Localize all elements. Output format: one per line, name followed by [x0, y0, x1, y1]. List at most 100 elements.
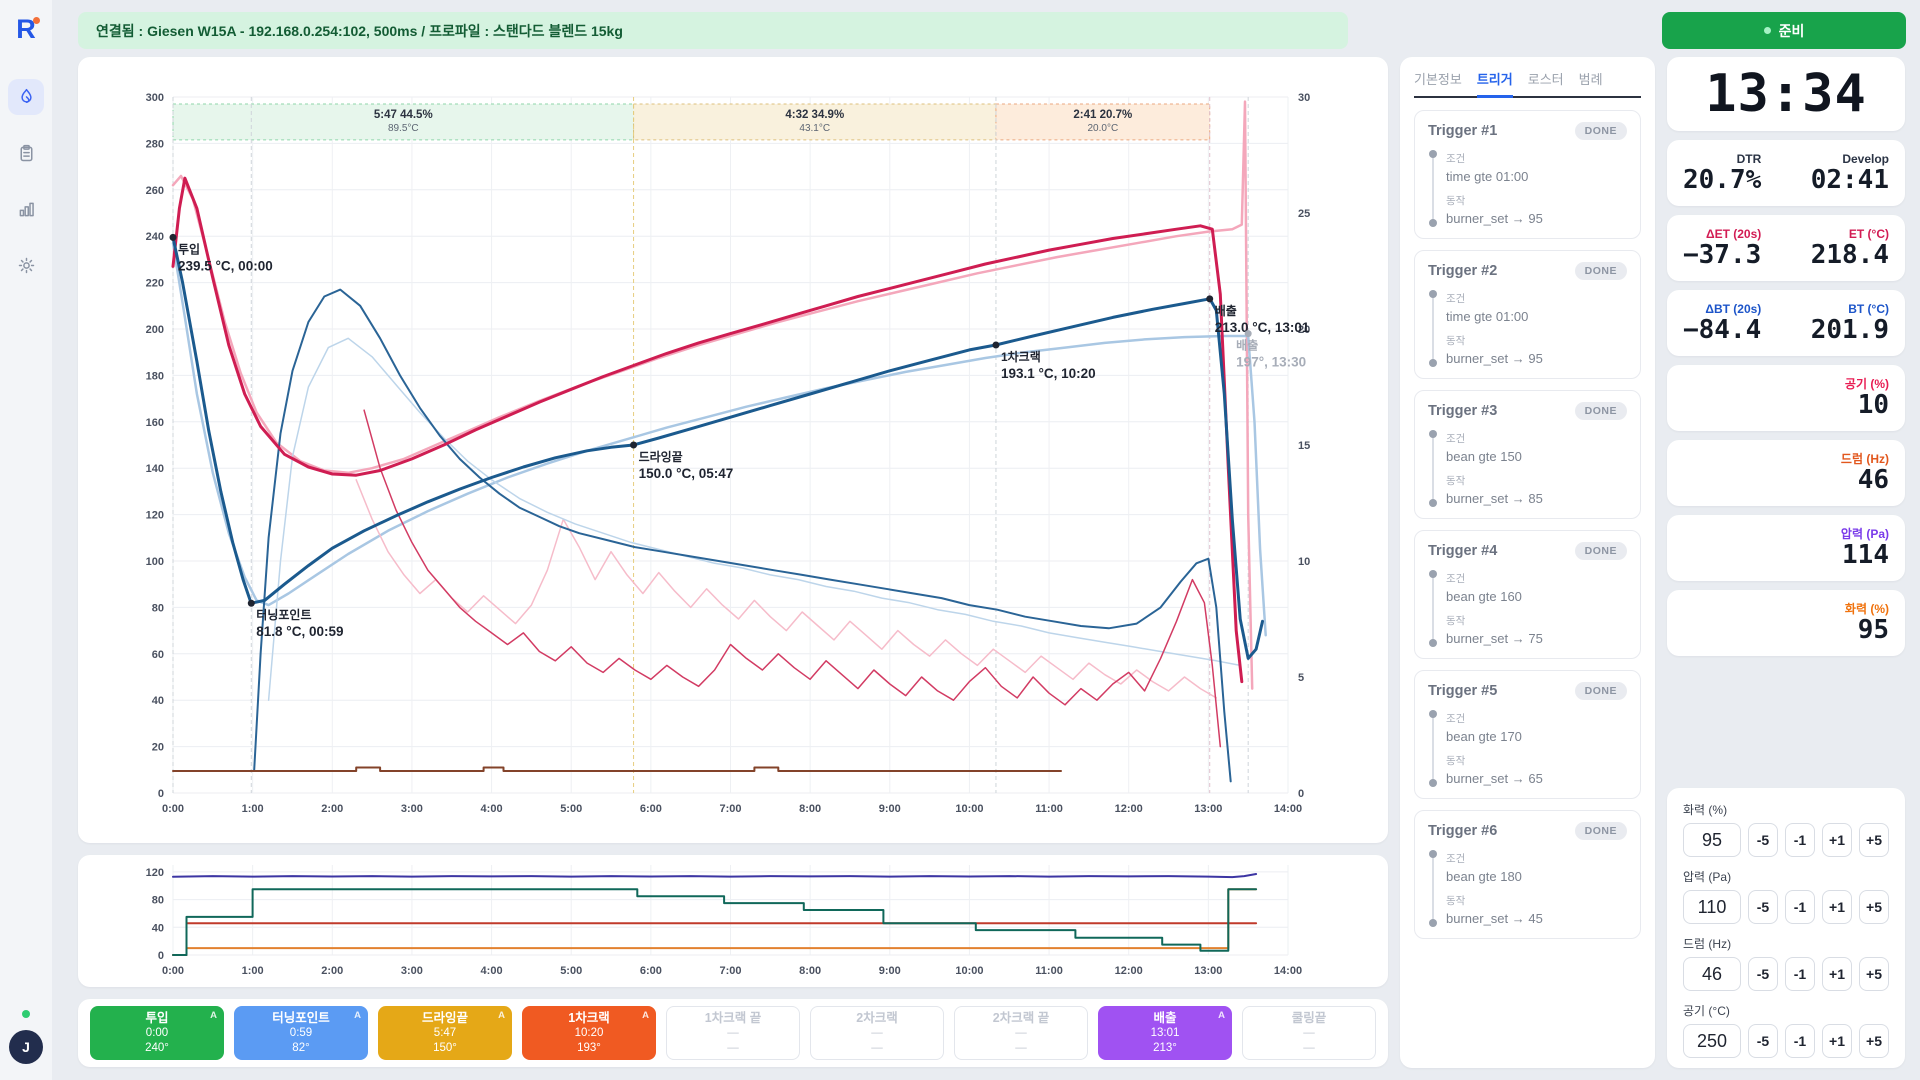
drum-value-input[interactable]	[1683, 957, 1741, 991]
metric-label: 압력 (Pa)	[1840, 526, 1889, 541]
tab-basic-info[interactable]: 기본정보	[1414, 69, 1462, 88]
svg-text:80: 80	[152, 895, 164, 907]
sidebar-item-stats[interactable]	[8, 191, 44, 227]
metric-value: 20.7%	[1683, 164, 1762, 195]
svg-text:200: 200	[146, 324, 164, 336]
condition-value: bean gte 160	[1446, 589, 1522, 604]
svg-text:193.1 °C, 10:20: 193.1 °C, 10:20	[1001, 366, 1096, 381]
pressure-value-input[interactable]	[1683, 890, 1741, 924]
phase-label: 1차크랙	[568, 1010, 610, 1025]
svg-text:9:00: 9:00	[879, 965, 901, 977]
tab-roaster[interactable]: 로스터	[1528, 69, 1564, 88]
condition-value: bean gte 150	[1446, 449, 1522, 464]
burner-value-input[interactable]	[1683, 823, 1741, 857]
phase-button-cooling-end[interactable]: 쿨링끝 — —	[1242, 1006, 1376, 1060]
tab-legend[interactable]: 범례	[1579, 69, 1603, 88]
trigger-card[interactable]: Trigger #6 DONE 조건 bean gte 180 동작 burner_s…	[1414, 810, 1641, 939]
phase-button-first-crack[interactable]: A 1차크랙 10:20 193°	[522, 1006, 656, 1060]
svg-text:140: 140	[146, 463, 164, 475]
phase-time: —	[1015, 1027, 1027, 1040]
clipboard-icon	[20, 144, 32, 161]
phase-button-second-crack-end[interactable]: 2차크랙 끝 — —	[954, 1006, 1088, 1060]
trigger-card[interactable]: Trigger #3 DONE 조건 bean gte 150 동작 burner_s…	[1414, 390, 1641, 519]
trigger-rail	[1429, 850, 1437, 927]
gear-icon	[18, 257, 34, 273]
sidebar-item-logs[interactable]	[8, 135, 44, 171]
trigger-card[interactable]: Trigger #2 DONE 조건 time gte 01:00 동작 burner…	[1414, 250, 1641, 379]
svg-text:1차크랙: 1차크랙	[1001, 349, 1041, 364]
air-minus-1-button[interactable]: -1	[1785, 1024, 1815, 1058]
phase-temp: 150°	[433, 1041, 457, 1054]
trigger-card[interactable]: Trigger #1 DONE 조건 time gte 01:00 동작 burner…	[1414, 110, 1641, 239]
metric-label: ΔBT (20s)	[1705, 301, 1762, 316]
sidebar-item-settings[interactable]	[8, 247, 44, 283]
air-plus-5-button[interactable]: +5	[1859, 1024, 1889, 1058]
burner-plus-1-button[interactable]: +1	[1822, 823, 1852, 857]
pressure-minus-5-button[interactable]: -5	[1748, 890, 1778, 924]
svg-text:8:00: 8:00	[799, 803, 821, 815]
app-logo: R	[16, 14, 40, 45]
phase-button-dry-end[interactable]: A 드라잉끝 5:47 150°	[378, 1006, 512, 1060]
drum-plus-1-button[interactable]: +1	[1822, 957, 1852, 991]
pressure-plus-5-button[interactable]: +5	[1859, 890, 1889, 924]
burner-minus-1-button[interactable]: -1	[1785, 823, 1815, 857]
phase-button-second-crack[interactable]: 2차크랙 — —	[810, 1006, 944, 1060]
svg-text:11:00: 11:00	[1035, 803, 1063, 815]
phase-temp: —	[1015, 1041, 1027, 1054]
trigger-title: Trigger #3	[1428, 403, 1498, 419]
air-value-input[interactable]	[1683, 1024, 1741, 1058]
ready-dot-icon	[1763, 27, 1771, 34]
drum-minus-5-button[interactable]: -5	[1748, 957, 1778, 991]
svg-text:180: 180	[146, 370, 164, 382]
svg-text:197°, 13:30: 197°, 13:30	[1236, 355, 1306, 370]
sidebar-item-roast[interactable]	[8, 79, 44, 115]
phase-label: 드라잉끝	[421, 1010, 468, 1025]
svg-text:10:00: 10:00	[955, 803, 983, 815]
svg-text:6:00: 6:00	[640, 803, 662, 815]
drum-plus-5-button[interactable]: +5	[1859, 957, 1889, 991]
trigger-card[interactable]: Trigger #5 DONE 조건 bean gte 170 동작 burner_s…	[1414, 670, 1641, 799]
air-minus-5-button[interactable]: -5	[1748, 1024, 1778, 1058]
phase-time: —	[727, 1027, 739, 1040]
phase-button-charge[interactable]: A 투입 0:00 240°	[90, 1006, 224, 1060]
avatar[interactable]: J	[9, 1030, 43, 1064]
svg-text:14:00: 14:00	[1274, 803, 1302, 815]
trigger-rail	[1429, 150, 1437, 227]
tab-triggers[interactable]: 트리거	[1476, 69, 1513, 98]
pressure-plus-1-button[interactable]: +1	[1822, 890, 1852, 924]
drum-minus-1-button[interactable]: -1	[1785, 957, 1815, 991]
metric-value: 02:41	[1810, 164, 1889, 195]
metric-label: 공기 (%)	[1844, 376, 1889, 391]
phase-button-eject[interactable]: A 배출 13:01 213°	[1098, 1006, 1232, 1060]
svg-text:0: 0	[158, 788, 164, 800]
burner-plus-5-button[interactable]: +5	[1859, 823, 1889, 857]
control-label: 공기 (°C)	[1683, 1004, 1730, 1018]
trigger-card[interactable]: Trigger #4 DONE 조건 bean gte 160 동작 burner_s…	[1414, 530, 1641, 659]
phase-button-turning-point[interactable]: A 터닝포인트 0:59 82°	[234, 1006, 368, 1060]
phase-button-first-crack-end[interactable]: 1차크랙 끝 — —	[666, 1006, 800, 1060]
ready-status-button[interactable]: 준비	[1662, 12, 1906, 49]
svg-text:5:47 44.5%: 5:47 44.5%	[374, 109, 433, 121]
svg-text:배출: 배출	[1236, 338, 1258, 353]
trigger-panel: 기본정보 트리거 로스터 범례 Trigger #1 DONE 조건 time gt…	[1400, 57, 1655, 1068]
burner-minus-5-button[interactable]: -5	[1748, 823, 1778, 857]
svg-text:투입: 투입	[178, 242, 200, 256]
main-roast-chart: 5:47 44.5% 89.5°C 4:32 34.9% 43.1°C 2:41 20.…	[146, 92, 1311, 815]
metric-value: 218.4	[1810, 239, 1889, 270]
pressure-minus-1-button[interactable]: -1	[1785, 890, 1815, 924]
condition-label: 조건	[1446, 293, 1466, 305]
connection-status-banner: 연결됨 : Giesen W15A - 192.168.0.254:102, 5…	[78, 12, 1348, 49]
action-value: burner_set → 95	[1446, 211, 1543, 226]
svg-text:3:00: 3:00	[401, 965, 423, 977]
metric-label: BT (°C)	[1848, 301, 1889, 316]
condition-value: time gte 01:00	[1446, 309, 1529, 324]
condition-label: 조건	[1446, 153, 1466, 165]
svg-text:3:00: 3:00	[401, 803, 423, 815]
logo-dot	[32, 17, 40, 24]
svg-text:220: 220	[146, 278, 164, 290]
trigger-title: Trigger #5	[1428, 683, 1498, 699]
metric-value: 46	[1857, 464, 1889, 495]
air-plus-1-button[interactable]: +1	[1822, 1024, 1852, 1058]
svg-text:81.8 °C, 00:59: 81.8 °C, 00:59	[256, 624, 343, 639]
trigger-title: Trigger #4	[1428, 543, 1498, 559]
